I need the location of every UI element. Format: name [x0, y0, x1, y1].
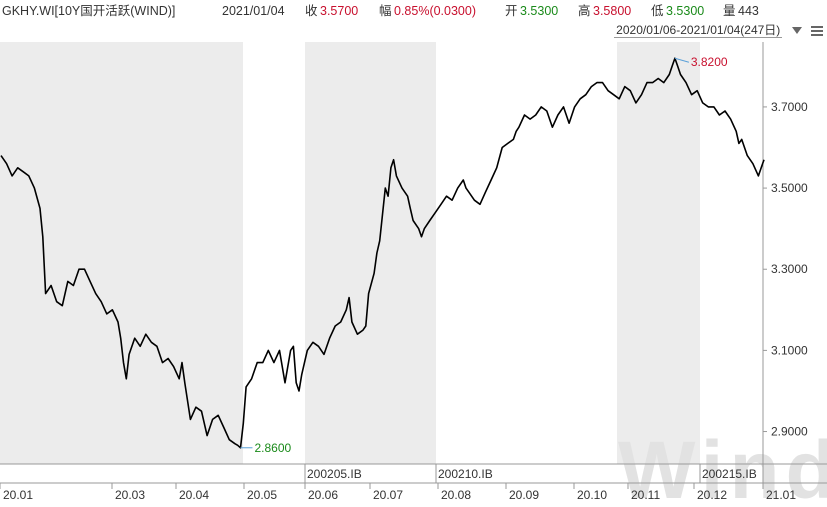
- y-tick-label-2: 3.3000: [771, 262, 808, 276]
- x-tick-label-6: 20.08: [441, 488, 471, 502]
- triangle-down-icon[interactable]: [791, 27, 802, 35]
- shade-band-1: [305, 42, 436, 464]
- menu-icon[interactable]: [811, 25, 823, 36]
- y-tick-label-1: 3.5000: [771, 181, 808, 195]
- x-tick-label-11: 21.01: [766, 488, 796, 502]
- low-annotation: 2.8600: [254, 441, 291, 455]
- quote-header: GKHY.WI[10Y国开活跃(WIND)] 2021/01/04 收 3.57…: [0, 0, 827, 22]
- high-marker-line: [674, 57, 690, 63]
- date-range-text[interactable]: 2020/01/06-2021/01/04(247日): [614, 23, 783, 38]
- x-tick-label-1: 20.03: [115, 488, 145, 502]
- high-value: 3.5800: [593, 4, 632, 18]
- wind-watermark: Wind: [618, 425, 827, 507]
- change-value: 0.85%(0.0300): [394, 4, 477, 18]
- x-tick-label-7: 20.09: [509, 488, 539, 502]
- x-tick-label-5: 20.07: [373, 488, 403, 502]
- axes: 3.7000 3.5000 3.3000 3.1000 2.9000 20.01 20.03…: [0, 42, 827, 502]
- x-tick-label-9: 20.11: [631, 488, 660, 502]
- shade-bands: [0, 42, 700, 464]
- low-value: 3.5300: [666, 4, 705, 18]
- y-tick-label-4: 2.9000: [771, 425, 808, 439]
- shade-band-0: [0, 42, 243, 464]
- volume-label: 量: [723, 4, 736, 18]
- x-tick-label-8: 20.10: [577, 488, 607, 502]
- x-tick-label-0: 20.01: [3, 488, 33, 502]
- bond-label-1: 200210.IB: [438, 467, 493, 481]
- x-tick-label-2: 20.04: [179, 488, 209, 502]
- low-label: 低: [651, 4, 664, 18]
- volume-value: 443: [738, 4, 759, 18]
- open-label: 开: [505, 4, 518, 18]
- close-label: 收: [305, 4, 318, 18]
- high-label: 高: [578, 4, 591, 18]
- bond-label-0: 200205.IB: [307, 467, 362, 481]
- price-line: [0, 57, 765, 449]
- shade-band-2: [617, 42, 700, 464]
- open-value: 3.5300: [520, 4, 559, 18]
- close-value: 3.5700: [320, 4, 359, 18]
- chart-labels: 3.8200 2.8600: [240, 55, 728, 455]
- x-tick-label-10: 20.12: [697, 488, 727, 502]
- ticker-title: GKHY.WI[10Y国开活跃(WIND)]: [2, 4, 176, 18]
- high-annotation: 3.8200: [691, 55, 728, 69]
- y-tick-label-3: 3.1000: [771, 343, 808, 357]
- change-label: 幅: [379, 4, 392, 18]
- y-tick-label-0: 3.7000: [771, 100, 808, 114]
- x-tick-label-4: 20.06: [308, 488, 338, 502]
- quote-date: 2021/01/04: [222, 4, 285, 18]
- date-range-selector[interactable]: 2020/01/06-2021/01/04(247日): [614, 22, 823, 39]
- chart-marks: [0, 57, 765, 449]
- x-tick-label-3: 20.05: [247, 488, 277, 502]
- bond-label-2: 200215.IB: [702, 467, 757, 481]
